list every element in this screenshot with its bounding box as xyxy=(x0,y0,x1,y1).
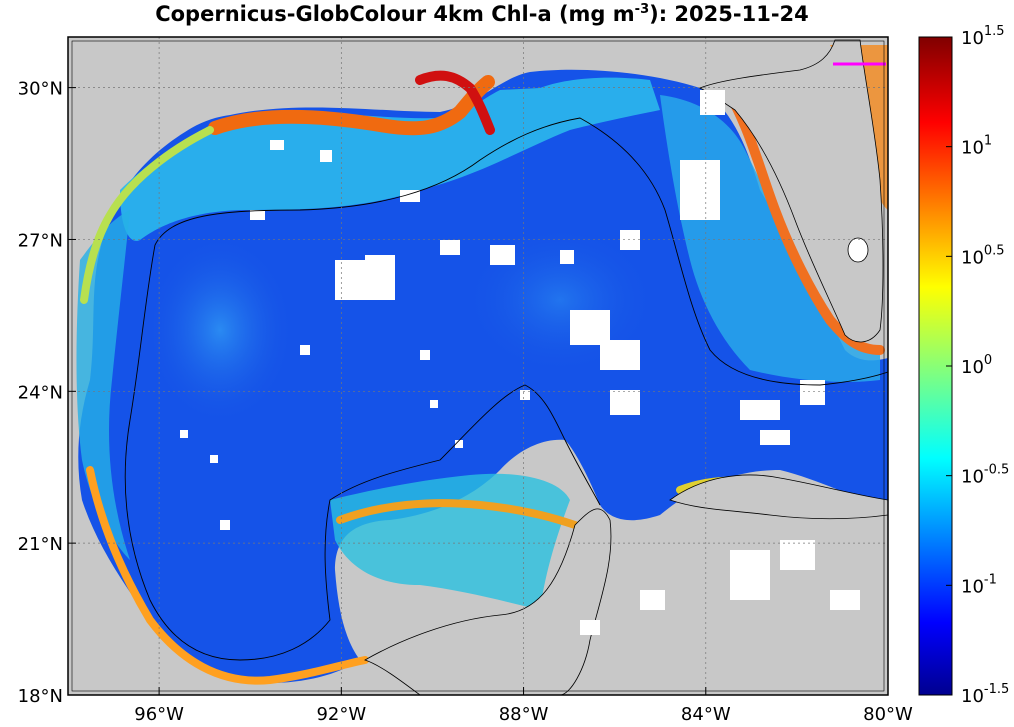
colorbar-tick-base: 10 xyxy=(961,138,984,159)
title-prefix: Copernicus-GlobColour 4km Chl-a (mg m xyxy=(155,2,635,26)
cloud-mask xyxy=(180,90,860,635)
lon-tick-label: 80°W xyxy=(863,704,913,725)
colorbar-tick-label: 101.5 xyxy=(961,24,1005,49)
lat-tick-label: 21°N xyxy=(18,534,63,555)
lon-tick-label: 96°W xyxy=(134,704,184,725)
map-area xyxy=(68,37,888,695)
map-title: Copernicus-GlobColour 4km Chl-a (mg m-3)… xyxy=(0,2,964,26)
grid-lines xyxy=(68,37,888,695)
colorbar-tick-exponent: 0 xyxy=(984,353,992,368)
lat-tick-label: 30°N xyxy=(18,79,63,100)
shelf-break-contour xyxy=(154,117,888,386)
colorbar-tick-base: 10 xyxy=(961,357,984,378)
longitude-ticks: 96°W 92°W 88°W 84°W 80°W xyxy=(134,687,913,725)
lon-tick-label: 84°W xyxy=(681,704,731,725)
lon-tick-label: 88°W xyxy=(499,704,549,725)
yucatan-land xyxy=(364,508,612,695)
latitude-ticks: 30°N 27°N 24°N 21°N 18°N xyxy=(18,79,76,707)
colorbar-tick-exponent: -1.5 xyxy=(984,682,1009,697)
colorbar-tick-base: 10 xyxy=(961,686,984,707)
map-frame-inner xyxy=(71,40,885,692)
colorbar-tick-base: 10 xyxy=(961,467,984,488)
colorbar-tick-base: 10 xyxy=(961,576,984,597)
mexico-coastal-band xyxy=(86,466,369,685)
colorbar-tick-label: 101 xyxy=(961,134,992,159)
lat-tick-label: 27°N xyxy=(18,230,63,251)
campeche-coastal-band xyxy=(336,499,579,529)
colorbar-tick-label: 100 xyxy=(961,353,992,378)
lake-okeechobee xyxy=(847,237,869,263)
title-superscript: -3 xyxy=(634,2,650,17)
lat-tick-label: 18°N xyxy=(18,686,63,707)
florida-land xyxy=(699,39,884,343)
western-gyre xyxy=(150,240,290,420)
texas-coastal-band xyxy=(80,126,214,304)
colorbar-tick-exponent: -0.5 xyxy=(984,463,1009,478)
colorbar-tick-exponent: 1 xyxy=(984,134,992,149)
map-frame xyxy=(67,36,889,696)
colorbar-tick-exponent: -1 xyxy=(984,572,997,587)
florida-coastal-band xyxy=(725,90,885,355)
mississippi-delta-plume xyxy=(415,70,495,135)
colorbar-tick-label: 10-1 xyxy=(961,572,997,597)
colorbar-tick-label: 10-0.5 xyxy=(961,463,1009,488)
title-suffix: ): 2025-11-24 xyxy=(649,2,809,26)
colorbar-tick-base: 10 xyxy=(961,247,984,268)
louisiana-coastal-band xyxy=(208,75,495,136)
cuba-land xyxy=(669,474,888,520)
deep-basin-contour xyxy=(124,244,601,661)
colorbar-tick-label: 100.5 xyxy=(961,243,1005,268)
colorbar-tick-exponent: 0.5 xyxy=(984,243,1005,258)
colorbar-tick-label: 10-1.5 xyxy=(961,682,1009,707)
colorbar-tick-exponent: 1.5 xyxy=(984,24,1005,39)
colorbar-tick-base: 10 xyxy=(961,28,984,49)
lon-tick-label: 92°W xyxy=(316,704,366,725)
lat-tick-label: 24°N xyxy=(18,382,63,403)
